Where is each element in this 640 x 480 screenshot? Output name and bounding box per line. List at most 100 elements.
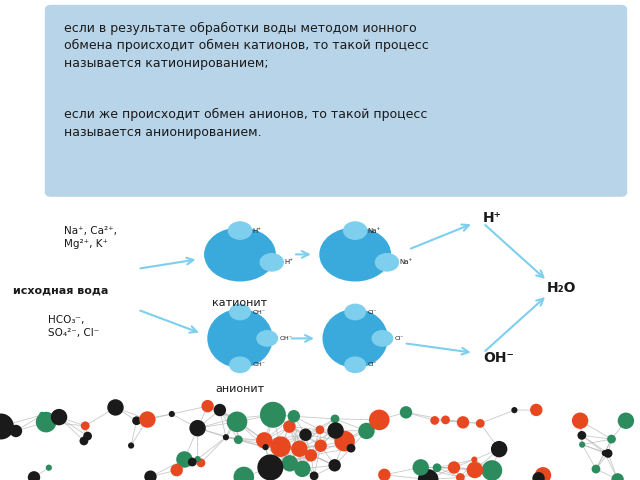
Text: H₂O: H₂O xyxy=(547,281,577,295)
Point xyxy=(259,436,269,444)
Text: H⁺: H⁺ xyxy=(284,259,293,265)
Point xyxy=(44,464,54,471)
Point xyxy=(297,465,307,473)
Point xyxy=(285,459,295,467)
Circle shape xyxy=(257,331,278,346)
Circle shape xyxy=(228,222,252,239)
Point xyxy=(603,450,613,457)
Point xyxy=(275,443,285,451)
Point xyxy=(83,432,93,440)
Point xyxy=(330,415,340,423)
Point xyxy=(458,419,468,426)
Point xyxy=(239,473,249,480)
Text: Cl⁻: Cl⁻ xyxy=(367,362,377,367)
FancyBboxPatch shape xyxy=(45,5,627,197)
Text: если же происходит обмен анионов, то такой процесс
называется анионированием.: если же происходит обмен анионов, то так… xyxy=(64,108,428,139)
Point xyxy=(330,427,340,434)
Point xyxy=(432,464,442,471)
Ellipse shape xyxy=(323,310,387,367)
Point xyxy=(577,441,588,448)
Point xyxy=(509,406,520,414)
Circle shape xyxy=(320,228,390,281)
Point xyxy=(11,427,21,435)
Circle shape xyxy=(230,357,250,372)
Point xyxy=(577,432,587,439)
Text: H⁺: H⁺ xyxy=(483,211,502,226)
Point xyxy=(131,417,141,425)
Point xyxy=(29,473,39,480)
Point xyxy=(429,417,440,424)
Point xyxy=(142,416,152,423)
Point xyxy=(229,415,239,422)
Point xyxy=(374,416,385,424)
Circle shape xyxy=(205,228,275,281)
Point xyxy=(600,449,610,457)
Point xyxy=(265,464,275,471)
Text: анионит: анионит xyxy=(216,384,264,394)
Point xyxy=(145,473,156,480)
Text: Na⁺, Ca²⁺,
Mg²⁺, K⁺: Na⁺, Ca²⁺, Mg²⁺, K⁺ xyxy=(64,226,117,249)
Point xyxy=(591,465,601,473)
Text: OH⁻: OH⁻ xyxy=(252,310,266,314)
Circle shape xyxy=(345,357,365,372)
Point xyxy=(401,408,411,416)
Circle shape xyxy=(376,254,399,271)
Circle shape xyxy=(230,304,250,320)
Point xyxy=(260,444,271,451)
Text: HCO₃⁻,
SO₄²⁻, Cl⁻: HCO₃⁻, SO₄²⁻, Cl⁻ xyxy=(48,315,99,338)
Text: OH⁻: OH⁻ xyxy=(280,336,292,341)
Point xyxy=(41,418,51,426)
Point xyxy=(470,466,480,474)
Point xyxy=(196,459,206,467)
Point xyxy=(300,431,310,439)
Point xyxy=(0,423,6,431)
Text: катионит: катионит xyxy=(212,298,268,308)
Text: Cl⁻: Cl⁻ xyxy=(395,336,404,341)
Point xyxy=(380,471,390,479)
Text: Na⁺: Na⁺ xyxy=(368,228,381,234)
Point xyxy=(110,404,120,411)
Point xyxy=(193,424,203,432)
Point xyxy=(621,417,631,425)
Text: OH⁻: OH⁻ xyxy=(483,350,514,365)
Point xyxy=(187,458,197,466)
Text: Cl⁻: Cl⁻ xyxy=(367,310,377,314)
Point xyxy=(612,476,623,480)
Text: если в результате обработки воды методом ионного
обмена происходит обмен катионо: если в результате обработки воды методом… xyxy=(64,22,429,70)
Point xyxy=(202,402,212,410)
Point xyxy=(294,445,305,453)
Point xyxy=(221,433,231,441)
Point xyxy=(215,406,225,414)
Text: H⁺: H⁺ xyxy=(253,228,262,234)
Point xyxy=(79,437,89,445)
Point xyxy=(315,426,325,433)
Point xyxy=(54,413,64,421)
Point xyxy=(531,406,541,414)
Text: OH⁻: OH⁻ xyxy=(252,362,266,367)
Point xyxy=(193,455,203,463)
Point xyxy=(346,444,356,452)
Point xyxy=(469,456,479,463)
Point xyxy=(126,442,136,449)
Point xyxy=(316,442,326,450)
Circle shape xyxy=(344,222,367,239)
Circle shape xyxy=(345,304,365,320)
Point xyxy=(455,474,465,480)
Point xyxy=(289,412,299,420)
Point xyxy=(37,411,47,419)
Point xyxy=(533,474,543,480)
Point xyxy=(233,436,243,444)
Point xyxy=(330,461,340,469)
Point xyxy=(423,476,433,480)
Point xyxy=(284,423,294,431)
Point xyxy=(179,456,189,463)
Point xyxy=(291,444,301,452)
Ellipse shape xyxy=(208,310,272,367)
Circle shape xyxy=(372,331,393,346)
Point xyxy=(80,422,90,430)
Point xyxy=(449,464,459,471)
Circle shape xyxy=(260,254,284,271)
Point xyxy=(339,437,349,445)
Point xyxy=(306,452,316,459)
Point xyxy=(309,472,319,480)
